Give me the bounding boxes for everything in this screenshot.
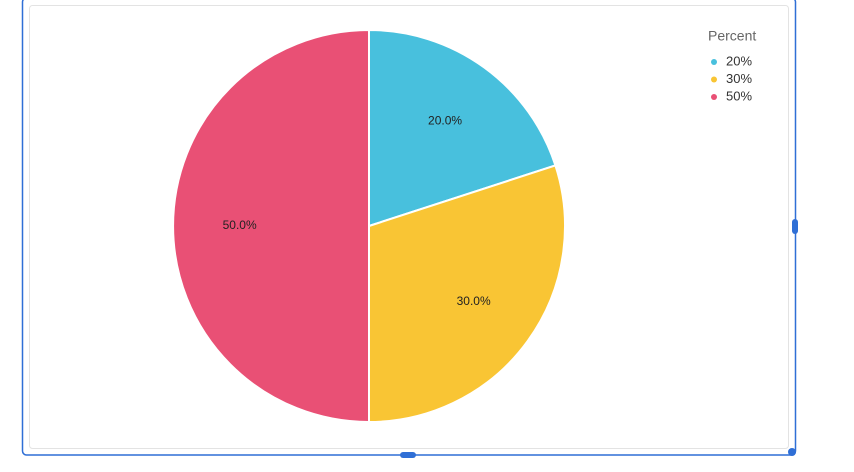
legend-label: 20% xyxy=(726,53,752,68)
legend-marker xyxy=(711,76,717,83)
resize-handle[interactable] xyxy=(792,219,798,234)
legend-marker xyxy=(711,59,717,65)
data-label: 30.0% xyxy=(457,294,491,308)
legend-label: 30% xyxy=(726,71,752,86)
legend-title: Percent xyxy=(708,28,756,44)
resize-handle[interactable] xyxy=(788,448,796,456)
pie-slice xyxy=(368,164,566,424)
data-label: 20.0% xyxy=(428,114,462,128)
resize-handle[interactable] xyxy=(400,452,416,458)
pie-slice xyxy=(368,28,557,228)
legend-marker xyxy=(711,94,717,100)
pie-slice xyxy=(172,28,370,424)
data-label: 50.0% xyxy=(223,218,257,232)
legend-label: 50% xyxy=(726,88,752,103)
